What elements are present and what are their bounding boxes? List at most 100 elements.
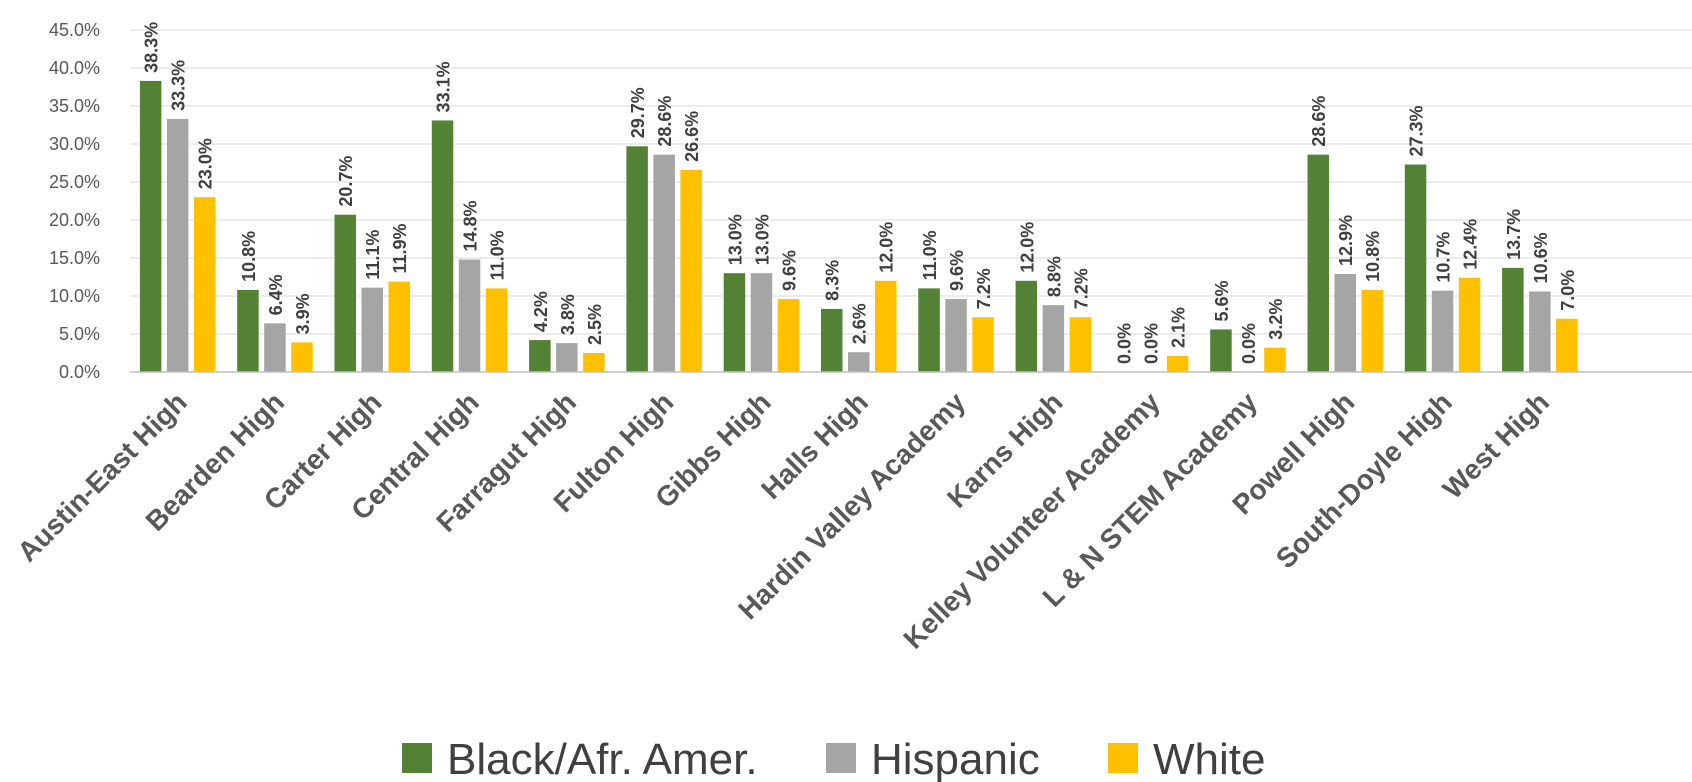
bar bbox=[556, 343, 578, 372]
data-label: 0.0% bbox=[1115, 323, 1135, 364]
bar bbox=[334, 214, 356, 372]
bar bbox=[1015, 280, 1038, 372]
data-label: 0.0% bbox=[1239, 323, 1259, 364]
data-label: 6.4% bbox=[266, 274, 286, 315]
data-label: 20.7% bbox=[336, 156, 356, 207]
bar bbox=[529, 340, 551, 372]
y-tick-label: 35.0% bbox=[49, 96, 100, 116]
bar bbox=[972, 317, 994, 372]
bar bbox=[264, 323, 286, 372]
data-label: 13.7% bbox=[1504, 209, 1524, 260]
bar bbox=[653, 154, 675, 372]
bar bbox=[361, 287, 383, 372]
data-label: 11.0% bbox=[488, 230, 508, 280]
legend-swatch bbox=[402, 743, 432, 773]
data-label: 3.9% bbox=[293, 293, 313, 334]
data-label: 38.3% bbox=[142, 22, 162, 73]
data-label: 12.0% bbox=[1017, 222, 1037, 273]
data-label: 7.2% bbox=[1071, 268, 1091, 309]
bar bbox=[777, 299, 800, 372]
bar bbox=[1361, 289, 1383, 372]
bar bbox=[237, 289, 259, 372]
bar bbox=[431, 120, 454, 372]
bar bbox=[626, 146, 648, 372]
bar bbox=[485, 288, 508, 372]
data-label: 3.8% bbox=[558, 294, 578, 335]
bar bbox=[1404, 164, 1427, 372]
bar bbox=[1042, 305, 1065, 372]
data-label: 11.0% bbox=[920, 230, 940, 280]
data-label: 12.9% bbox=[1336, 215, 1356, 266]
data-label: 14.8% bbox=[461, 200, 481, 251]
data-label: 11.9% bbox=[390, 224, 410, 274]
data-label: 3.2% bbox=[1266, 299, 1286, 340]
y-tick-label: 20.0% bbox=[49, 210, 100, 230]
y-tick-label: 0.0% bbox=[59, 362, 100, 382]
data-label: 9.6% bbox=[779, 250, 799, 291]
bar bbox=[848, 352, 870, 372]
data-label: 13.0% bbox=[725, 214, 745, 265]
bar bbox=[458, 259, 481, 372]
data-label: 11.1% bbox=[363, 230, 383, 280]
data-label: 9.6% bbox=[947, 250, 967, 291]
data-label: 7.0% bbox=[1558, 270, 1578, 311]
bar bbox=[583, 353, 605, 372]
data-label: 10.7% bbox=[1434, 232, 1454, 283]
data-label: 7.2% bbox=[974, 268, 994, 309]
legend-label: White bbox=[1153, 735, 1265, 782]
y-tick-label: 15.0% bbox=[49, 248, 100, 268]
bar bbox=[1069, 317, 1092, 372]
data-label: 12.0% bbox=[877, 222, 897, 273]
bar bbox=[875, 280, 897, 372]
y-tick-label: 10.0% bbox=[49, 286, 100, 306]
x-tick-label: West High bbox=[1437, 386, 1555, 504]
bar bbox=[1334, 273, 1356, 372]
y-tick-label: 5.0% bbox=[59, 324, 100, 344]
data-label: 8.3% bbox=[823, 260, 843, 301]
bar bbox=[680, 169, 702, 372]
bar bbox=[193, 197, 216, 372]
bar bbox=[291, 342, 313, 372]
bar bbox=[723, 273, 746, 372]
data-label: 4.2% bbox=[531, 291, 551, 332]
data-label: 2.1% bbox=[1169, 307, 1189, 348]
data-label: 10.6% bbox=[1531, 232, 1551, 283]
data-label: 29.7% bbox=[628, 87, 648, 138]
data-label: 5.6% bbox=[1212, 280, 1232, 321]
bar bbox=[1431, 290, 1454, 372]
data-label: 8.8% bbox=[1044, 256, 1064, 297]
data-label: 26.6% bbox=[682, 111, 702, 162]
data-label: 10.8% bbox=[1363, 231, 1383, 282]
bar bbox=[821, 308, 843, 372]
legend-label: Hispanic bbox=[871, 735, 1040, 782]
data-label: 2.6% bbox=[850, 303, 870, 344]
data-label: 28.6% bbox=[1309, 96, 1329, 147]
bar bbox=[166, 118, 189, 372]
data-label: 28.6% bbox=[655, 96, 675, 147]
bar bbox=[388, 281, 410, 372]
bar bbox=[1307, 154, 1329, 372]
bar bbox=[1264, 347, 1286, 372]
bar bbox=[918, 288, 940, 372]
bar bbox=[139, 80, 162, 373]
data-label: 10.8% bbox=[239, 231, 259, 282]
bar bbox=[1210, 329, 1232, 372]
bar bbox=[1166, 356, 1189, 372]
bar bbox=[1502, 267, 1524, 372]
legend-swatch bbox=[1108, 743, 1138, 773]
legend-label: Black/Afr. Amer. bbox=[447, 735, 758, 782]
data-label: 23.0% bbox=[196, 138, 216, 189]
y-tick-label: 40.0% bbox=[49, 58, 100, 78]
bar bbox=[945, 299, 967, 372]
x-tick-label: South-Doyle High bbox=[1270, 386, 1458, 574]
bar bbox=[1529, 291, 1551, 372]
data-label: 0.0% bbox=[1142, 323, 1162, 364]
y-tick-label: 45.0% bbox=[49, 20, 100, 40]
data-label: 33.3% bbox=[169, 60, 189, 111]
data-label: 27.3% bbox=[1407, 105, 1427, 156]
y-tick-label: 30.0% bbox=[49, 134, 100, 154]
data-label: 33.1% bbox=[434, 61, 454, 112]
bar bbox=[1458, 277, 1481, 372]
